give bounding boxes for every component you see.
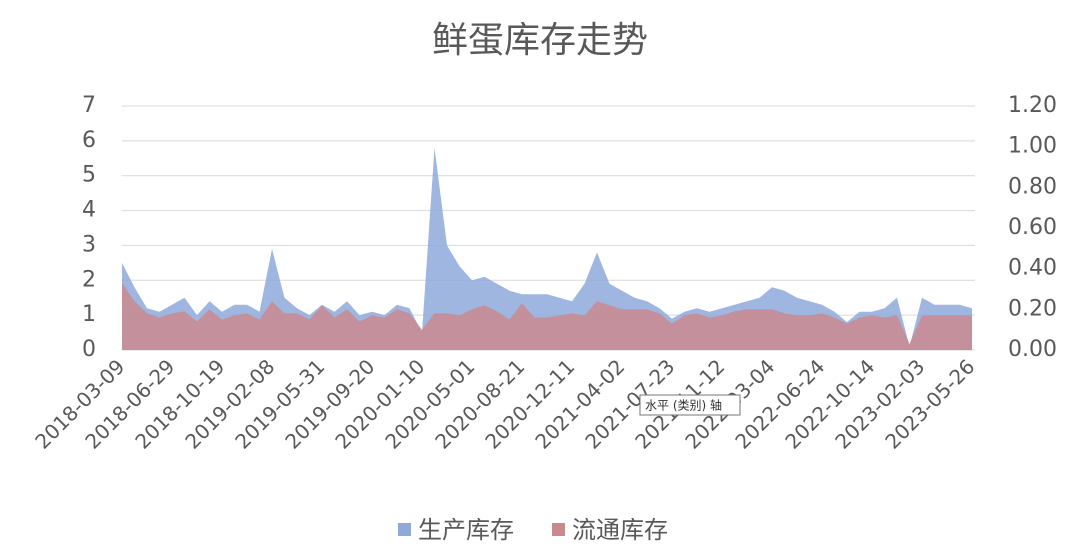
y2-tick-label: 0.60 <box>1008 215 1057 240</box>
y-tick-label: 5 <box>82 163 96 188</box>
y2-tick-label: 0.00 <box>1008 337 1057 362</box>
y2-tick-label: 1.00 <box>1008 134 1057 159</box>
legend-label: 生产库存 <box>418 516 514 544</box>
legend-label: 流通库存 <box>572 516 668 544</box>
tooltip-text: 水平 (类别) 轴 <box>645 398 722 413</box>
chart-title: 鲜蛋库存走势 <box>432 20 648 61</box>
y-tick-label: 0 <box>82 337 96 362</box>
y2-tick-label: 0.20 <box>1008 296 1057 321</box>
y-tick-label: 4 <box>82 198 96 223</box>
area <box>122 282 972 350</box>
y2-tick-label: 1.20 <box>1008 93 1057 118</box>
legend-swatch <box>398 523 411 536</box>
y-tick-label: 7 <box>82 93 96 118</box>
y-tick-label: 2 <box>82 267 96 292</box>
y-tick-label: 1 <box>82 302 96 327</box>
legend-swatch <box>552 523 565 536</box>
tooltip-box <box>639 394 741 416</box>
y-tick-label: 6 <box>82 128 96 153</box>
area <box>122 147 972 350</box>
y2-tick-label: 0.80 <box>1008 174 1057 199</box>
y-tick-label: 3 <box>82 232 96 257</box>
y2-tick-label: 0.40 <box>1008 256 1057 281</box>
